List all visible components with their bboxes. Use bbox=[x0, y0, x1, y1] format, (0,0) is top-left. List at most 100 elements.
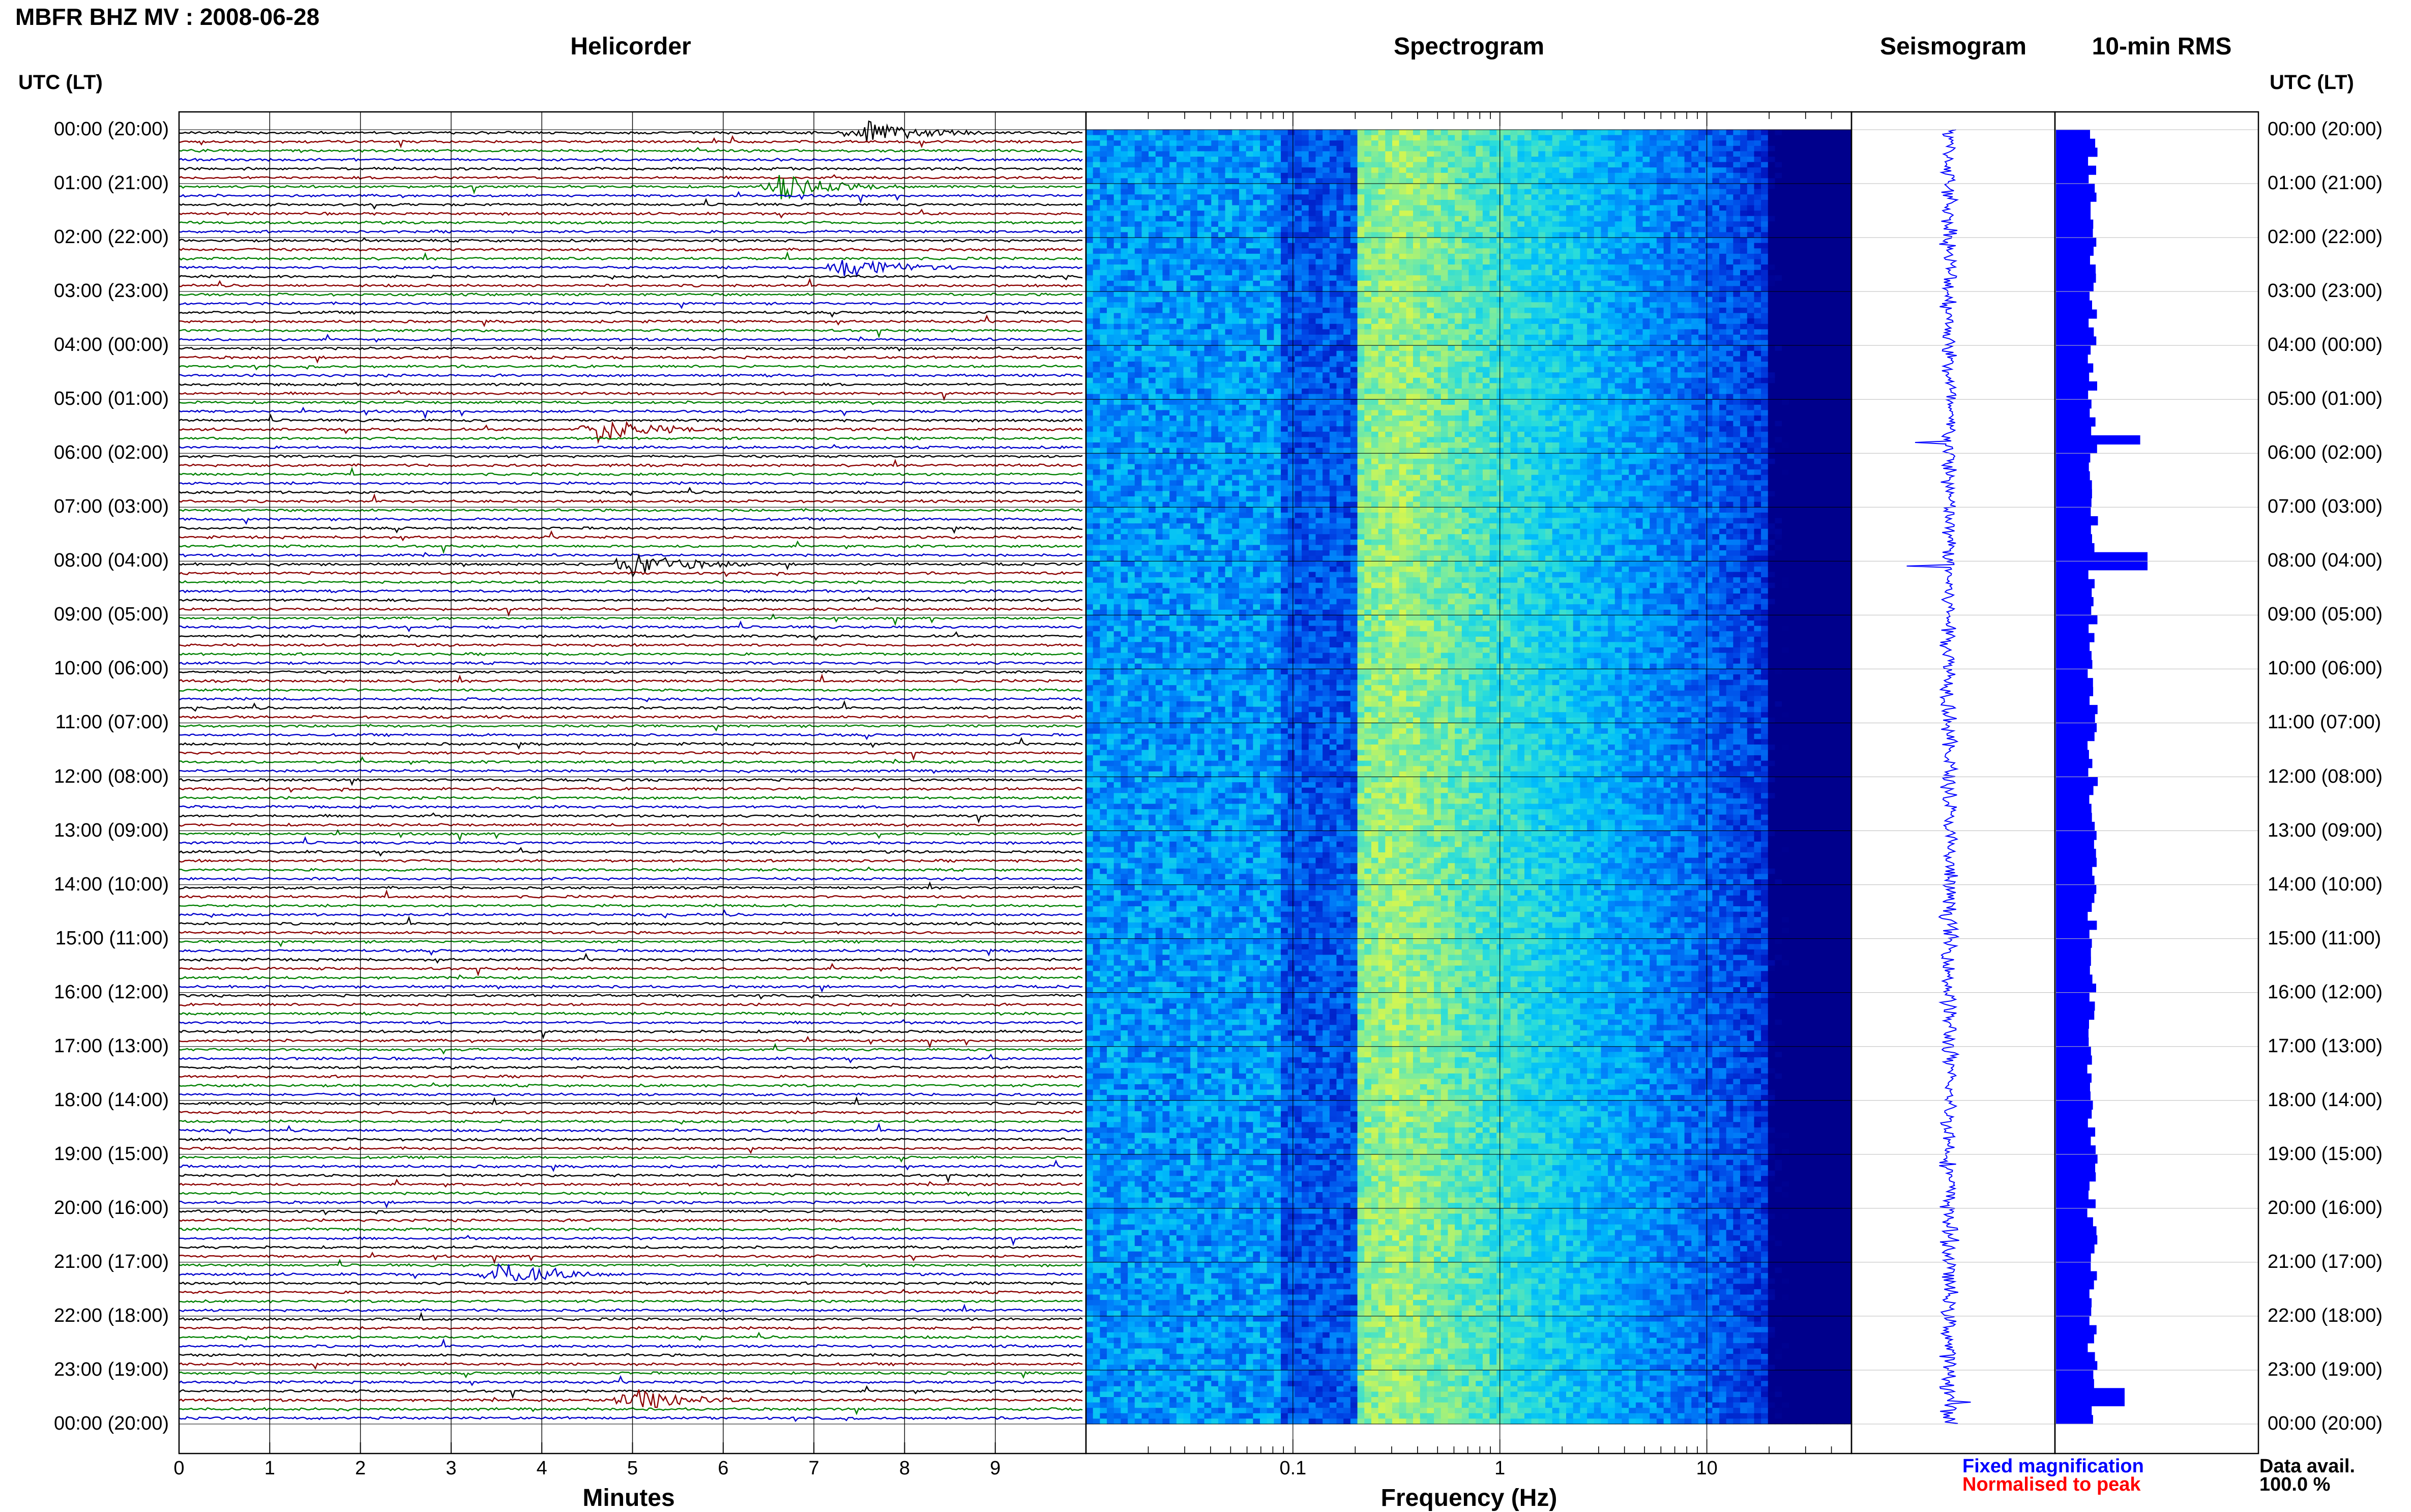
spectrogram-cell bbox=[1246, 264, 1254, 270]
spectrogram-cell bbox=[1364, 200, 1372, 205]
spectrogram-cell bbox=[1211, 178, 1219, 184]
spectrogram-cell bbox=[1093, 178, 1101, 184]
spectrogram-cell bbox=[1733, 329, 1741, 335]
spectrogram-cell bbox=[1302, 140, 1309, 146]
spectrogram-cell bbox=[1239, 184, 1247, 189]
spectrogram-cell bbox=[1768, 200, 1776, 205]
spectrogram-cell bbox=[1295, 281, 1303, 286]
spectrogram-cell bbox=[1650, 162, 1657, 168]
spectrogram-cell bbox=[1844, 216, 1852, 222]
spectrogram-cell bbox=[1378, 340, 1386, 346]
helicorder-trace-line bbox=[179, 416, 1082, 422]
spectrogram-cell bbox=[1608, 157, 1615, 162]
spectrogram-cell bbox=[1691, 157, 1699, 162]
spectrogram-cell bbox=[1114, 254, 1122, 259]
spectrogram-cell bbox=[1260, 329, 1268, 335]
spectrogram-cell bbox=[1406, 216, 1414, 222]
spectrogram-cell bbox=[1532, 286, 1539, 292]
spectrogram-cell bbox=[1810, 184, 1817, 189]
spectrogram-cell bbox=[1392, 227, 1400, 232]
spectrogram-cell bbox=[1712, 243, 1720, 249]
spectrogram-cell bbox=[1169, 329, 1177, 335]
spectrogram-cell bbox=[1413, 232, 1421, 238]
spectrogram-cell bbox=[1190, 135, 1198, 141]
spectrogram-cell bbox=[1844, 157, 1852, 162]
spectrogram-cell bbox=[1232, 200, 1240, 205]
spectrogram-cell bbox=[1643, 211, 1651, 216]
spectrogram-cell bbox=[1239, 308, 1247, 313]
spectrogram-cell bbox=[1462, 194, 1469, 200]
spectrogram-cell bbox=[1295, 291, 1303, 297]
spectrogram-cell bbox=[1427, 270, 1434, 276]
spectrogram-cell bbox=[1135, 302, 1142, 308]
spectrogram-cell bbox=[1385, 291, 1393, 297]
spectrogram-cell bbox=[1427, 248, 1434, 254]
spectrogram-cell bbox=[1121, 232, 1128, 238]
spectrogram-cell bbox=[1789, 345, 1797, 351]
spectrogram-cell bbox=[1831, 130, 1838, 135]
spectrogram-cell bbox=[1629, 162, 1636, 168]
spectrogram-cell bbox=[1566, 286, 1574, 292]
spectrogram-cell bbox=[1316, 140, 1324, 146]
spectrogram-cell bbox=[1580, 248, 1587, 254]
spectrogram-cell bbox=[1706, 221, 1713, 227]
spectrogram-cell bbox=[1726, 238, 1734, 243]
spectrogram-cell bbox=[1691, 324, 1699, 330]
spectrogram-cell bbox=[1587, 254, 1595, 259]
spectrogram-cell bbox=[1824, 362, 1831, 367]
spectrogram-cell bbox=[1420, 216, 1428, 222]
spectrogram-cell bbox=[1274, 275, 1281, 281]
spectrogram-cell bbox=[1309, 216, 1316, 222]
spectrogram-cell bbox=[1650, 351, 1657, 357]
spectrogram-cell bbox=[1622, 308, 1630, 313]
spectrogram-cell bbox=[1657, 302, 1664, 308]
spectrogram-cell bbox=[1754, 243, 1762, 249]
spectrogram-cell bbox=[1204, 151, 1212, 157]
spectrogram-cell bbox=[1594, 362, 1602, 367]
spectrogram-cell bbox=[1476, 324, 1483, 330]
spectrogram-cell bbox=[1274, 151, 1281, 157]
spectrogram-cell bbox=[1483, 130, 1490, 135]
spectrogram-cell bbox=[1768, 356, 1776, 362]
spectrogram-cell bbox=[1343, 200, 1351, 205]
spectrogram-cell bbox=[1796, 205, 1804, 211]
spectrogram-cell bbox=[1190, 286, 1198, 292]
spectrogram-cell bbox=[1371, 340, 1379, 346]
spectrogram-cell bbox=[1504, 286, 1511, 292]
spectrogram-cell bbox=[1232, 227, 1240, 232]
spectrogram-cell bbox=[1204, 157, 1212, 162]
spectrogram-cell bbox=[1260, 232, 1268, 238]
spectrogram-cell bbox=[1838, 130, 1845, 135]
spectrogram-cell bbox=[1135, 345, 1142, 351]
spectrogram-cell bbox=[1218, 286, 1226, 292]
spectrogram-cell bbox=[1831, 264, 1838, 270]
spectrogram-cell bbox=[1747, 324, 1755, 330]
spectrogram-cell bbox=[1253, 227, 1260, 232]
spectrogram-cell bbox=[1343, 135, 1351, 141]
spectrogram-cell bbox=[1156, 184, 1163, 189]
spectrogram-cell bbox=[1545, 146, 1553, 152]
spectrogram-cell bbox=[1448, 146, 1456, 152]
spectrogram-cell bbox=[1385, 227, 1393, 232]
spectrogram-cell bbox=[1211, 221, 1219, 227]
spectrogram-cell bbox=[1190, 205, 1198, 211]
spectrogram-cell bbox=[1504, 335, 1511, 340]
helicorder-trace-line bbox=[179, 1147, 1082, 1152]
spectrogram-cell bbox=[1747, 264, 1755, 270]
spectrogram-cell bbox=[1156, 162, 1163, 168]
spectrogram-cell bbox=[1211, 216, 1219, 222]
spectrogram-cell bbox=[1622, 356, 1630, 362]
spectrogram-cell bbox=[1483, 275, 1490, 281]
spectrogram-cell bbox=[1197, 184, 1205, 189]
spectrogram-cell bbox=[1796, 286, 1804, 292]
spectrogram-cell bbox=[1350, 238, 1358, 243]
spectrogram-cell bbox=[1803, 340, 1810, 346]
spectrogram-cell bbox=[1754, 178, 1762, 184]
spectrogram-cell bbox=[1838, 259, 1845, 265]
spectrogram-cell bbox=[1302, 313, 1309, 319]
spectrogram-cell bbox=[1281, 362, 1288, 367]
spectrogram-cell bbox=[1309, 254, 1316, 259]
spectrogram-cell bbox=[1385, 286, 1393, 292]
spectrogram-cell bbox=[1566, 254, 1574, 259]
spectrogram-cell bbox=[1643, 356, 1651, 362]
